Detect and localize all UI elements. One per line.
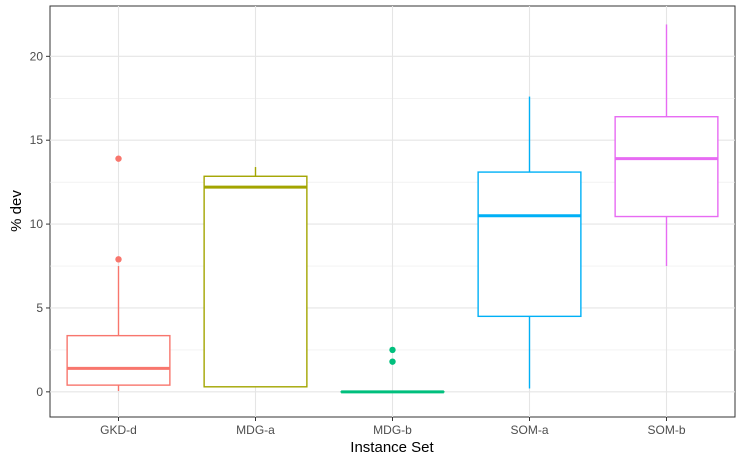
box-body <box>66 334 171 386</box>
y-tick-label: 20 <box>30 49 44 63</box>
outlier-point <box>389 346 396 354</box>
outlier-point <box>389 358 396 365</box>
y-tick-label: 10 <box>30 217 44 231</box>
box-body <box>203 175 308 388</box>
box-body <box>614 116 719 218</box>
x-tick-label: SOM-a <box>510 423 548 437</box>
x-tick-label: GKD-d <box>100 423 137 437</box>
outlier-point <box>115 155 122 162</box>
y-axis-title: % dev <box>8 190 25 232</box>
y-tick-label: 0 <box>36 385 43 399</box>
y-axis: 0 5 10 15 20 <box>30 49 50 399</box>
outlier-point <box>115 256 122 263</box>
x-tick-label: MDG-a <box>236 423 275 437</box>
x-tick-label: MDG-b <box>373 423 412 437</box>
box-gkd-d <box>66 155 171 391</box>
box-mdg-a <box>203 167 308 388</box>
box-som-a <box>477 96 582 389</box>
box-body <box>477 171 582 318</box>
box-mdg-b <box>340 346 445 394</box>
box-series <box>66 24 719 394</box>
y-tick-label: 5 <box>36 301 43 315</box>
x-axis-title: Instance Set <box>350 439 434 456</box>
x-axis: GKD-d MDG-a MDG-b SOM-a SOM-b <box>100 417 686 437</box>
y-tick-label: 15 <box>30 133 44 147</box>
box-som-b <box>614 24 719 267</box>
x-tick-label: SOM-b <box>647 423 685 437</box>
